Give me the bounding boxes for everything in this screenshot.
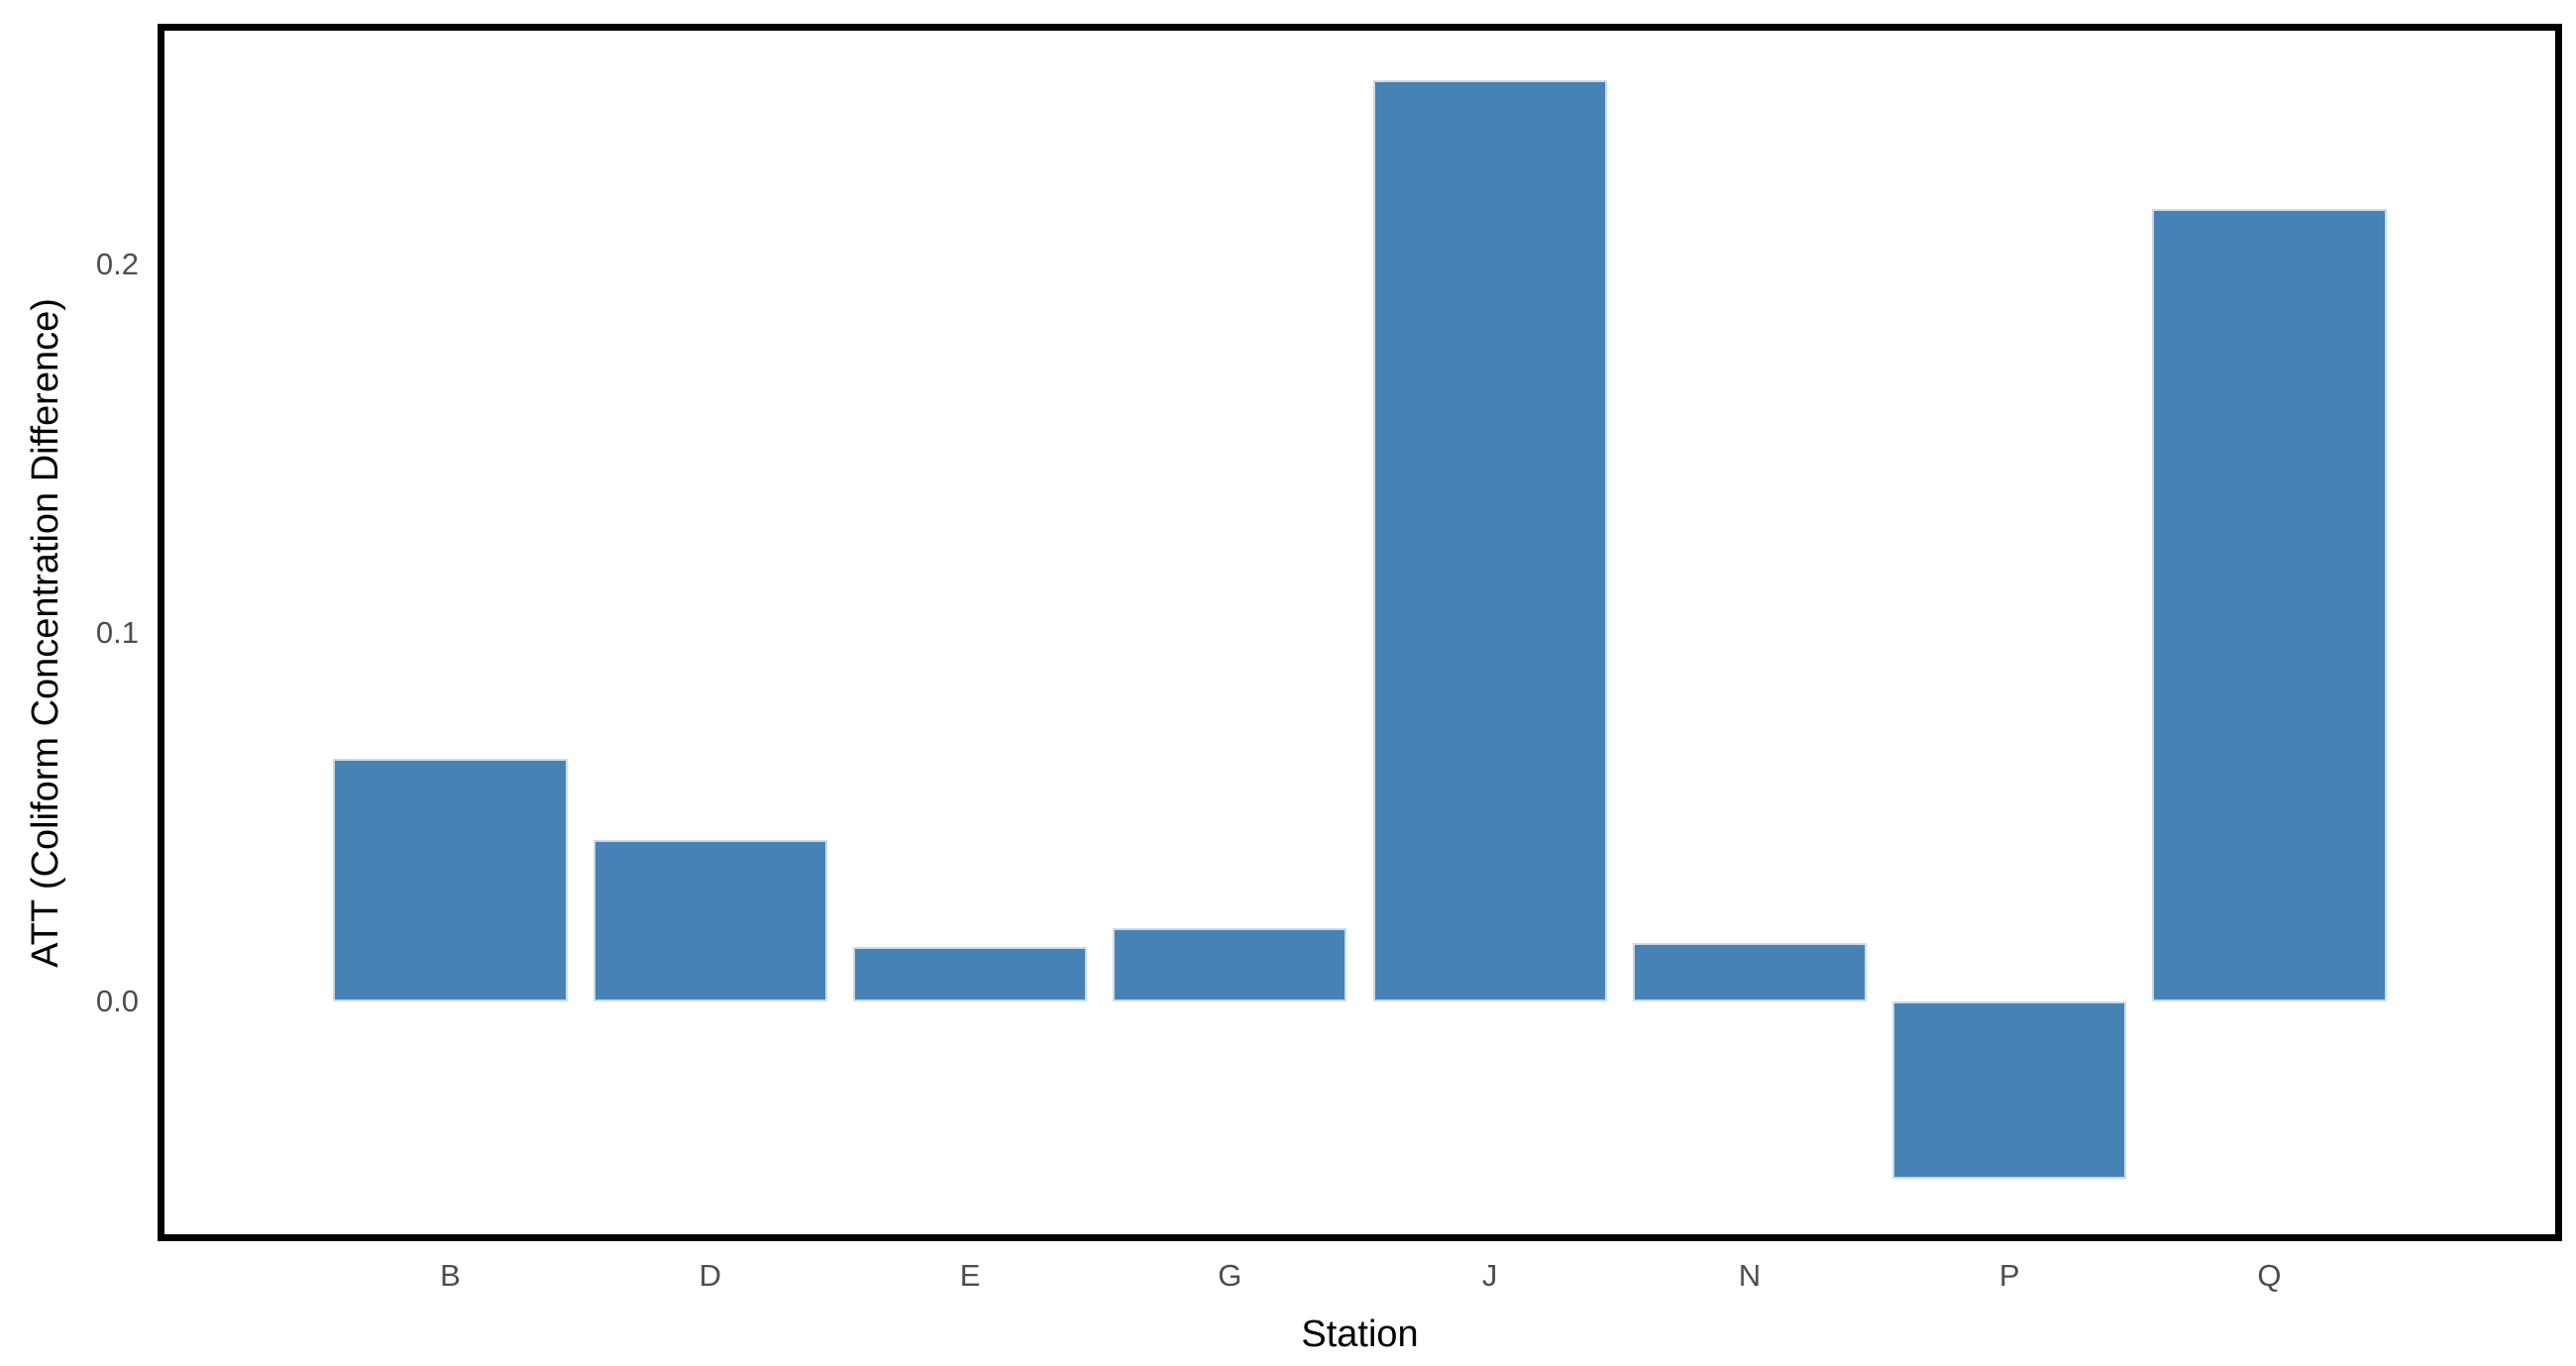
y-tick-label: 0.2 [95,246,139,281]
bar-Q [2152,208,2387,1002]
x-tick-label: P [1998,1258,2020,1293]
x-tick-label: Q [2257,1258,2282,1293]
x-tick-label: N [1738,1258,1762,1293]
x-tick-label: E [959,1258,981,1293]
x-tick-label: G [1218,1258,1242,1293]
x-tick-label: B [440,1258,461,1293]
bar-B [333,758,568,1002]
bar-E [853,946,1088,1002]
x-tick-label: J [1481,1258,1498,1293]
x-axis-title: Station [1301,1313,1419,1355]
bar-J [1372,79,1607,1002]
bar-N [1632,942,1867,1002]
bar-D [592,839,827,1002]
bar-G [1113,927,1347,1002]
x-tick-label: D [698,1258,721,1293]
plot-area [164,31,2555,1234]
bar-P [1892,1001,2127,1180]
y-tick-label: 0.0 [95,984,139,1019]
y-tick-label: 0.1 [95,615,139,651]
